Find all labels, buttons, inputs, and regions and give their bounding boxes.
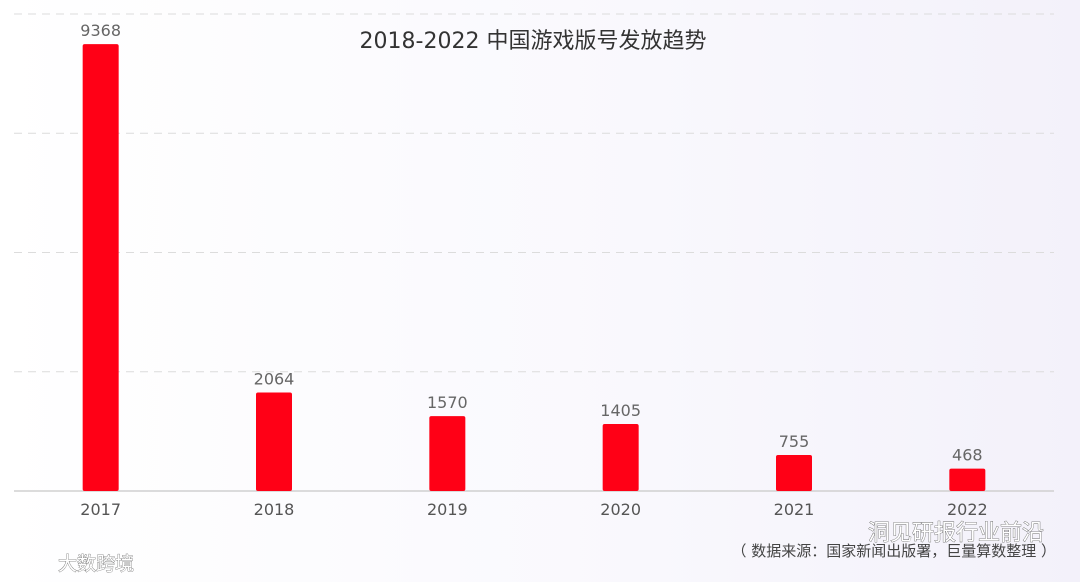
x-tick-2022: 2022: [947, 500, 988, 519]
x-tick-2017: 2017: [80, 500, 121, 519]
bar-2018: [256, 392, 292, 491]
source-note: （ 数据来源：国家新闻出版署，巨量算数整理 ）: [731, 542, 1056, 560]
data-label-2022: 468: [952, 446, 983, 465]
data-label-2019: 1570: [427, 393, 468, 412]
data-label-2017: 9368: [80, 21, 121, 40]
bar-2020: [602, 423, 639, 491]
x-tick-2021: 2021: [774, 500, 815, 519]
bar-2022: [949, 468, 986, 491]
gridlines: [14, 13, 1054, 373]
bar-2021: [776, 454, 812, 491]
data-label-2020: 1405: [600, 401, 641, 420]
x-tick-2018: 2018: [254, 500, 295, 519]
watermark-right: 洞见研报行业前沿: [868, 521, 1044, 546]
bar-2019: [429, 416, 466, 491]
data-label-2021: 755: [779, 432, 810, 451]
bar-2017: [82, 44, 119, 492]
x-tick-labels: 2017 2018 2019 2020 2021 2022: [80, 500, 987, 519]
bars: [82, 44, 986, 492]
chart-title: 2018-2022 中国游戏版号发放趋势: [360, 29, 707, 54]
watermark-left: 大数跨境: [58, 553, 134, 575]
x-tick-2020: 2020: [600, 500, 641, 519]
x-tick-2019: 2019: [427, 500, 468, 519]
data-label-2018: 2064: [254, 370, 295, 389]
data-labels: 9368 2064 1570 1405 755 468: [80, 21, 982, 465]
